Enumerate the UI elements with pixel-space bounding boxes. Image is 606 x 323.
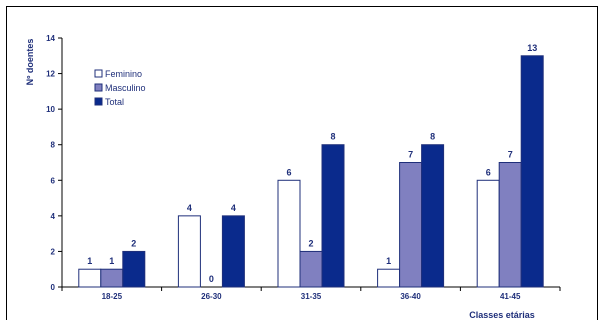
y-tick-label: 14	[46, 34, 55, 43]
legend-swatch-feminino	[94, 69, 103, 78]
data-label: 13	[527, 43, 537, 53]
y-tick-label: 2	[51, 247, 56, 256]
y-tick-label: 10	[46, 105, 55, 114]
bar-total-26-30	[221, 215, 245, 288]
legend-label-masculino: Masculino	[105, 83, 146, 93]
bar-feminino-41-45	[476, 179, 500, 288]
bar-masculino-18-25	[100, 268, 124, 288]
bar-feminino-18-25	[78, 268, 102, 288]
x-axis-title: Classes etárias	[469, 310, 535, 320]
data-label: 2	[131, 238, 136, 248]
data-label: 1	[87, 256, 92, 266]
bar-masculino-41-45	[498, 162, 522, 288]
bar-masculino-36-40	[399, 162, 423, 288]
data-label: 1	[386, 256, 391, 266]
bar-feminino-36-40	[377, 268, 401, 288]
y-tick-label: 0	[51, 283, 56, 292]
x-tick-label: 18-25	[102, 292, 123, 301]
bar-total-41-45	[520, 55, 544, 288]
legend-label-total: Total	[105, 97, 124, 107]
bar-feminino-31-35	[277, 179, 301, 288]
y-axis-title: Nº doentes	[25, 39, 35, 86]
data-label: 4	[231, 203, 236, 213]
x-tick-label: 31-35	[301, 292, 322, 301]
x-tick-label: 41-45	[500, 292, 521, 301]
bar-masculino-31-35	[299, 250, 323, 288]
y-tick-label: 12	[46, 70, 55, 79]
bar-total-18-25	[122, 250, 146, 288]
data-label: 6	[486, 167, 491, 177]
data-label: 8	[330, 132, 335, 142]
legend-label-feminino: Feminino	[105, 69, 142, 79]
data-label: 0	[209, 274, 214, 284]
y-tick-label: 4	[51, 212, 56, 221]
data-label: 7	[508, 150, 513, 160]
data-label: 2	[308, 238, 313, 248]
data-label: 7	[408, 150, 413, 160]
data-label: 6	[286, 167, 291, 177]
legend-swatch-masculino	[94, 83, 103, 92]
data-label: 8	[430, 132, 435, 142]
bar-feminino-26-30	[177, 215, 201, 288]
chart-frame	[6, 6, 598, 320]
x-tick-label: 26-30	[201, 292, 222, 301]
x-tick-label: 36-40	[400, 292, 421, 301]
legend-swatch-total	[94, 97, 103, 106]
data-label: 4	[187, 203, 192, 213]
bar-total-36-40	[421, 144, 445, 288]
y-tick-label: 6	[51, 176, 56, 185]
bar-total-31-35	[321, 144, 345, 288]
y-tick-label: 8	[51, 141, 56, 150]
data-label: 1	[109, 256, 114, 266]
